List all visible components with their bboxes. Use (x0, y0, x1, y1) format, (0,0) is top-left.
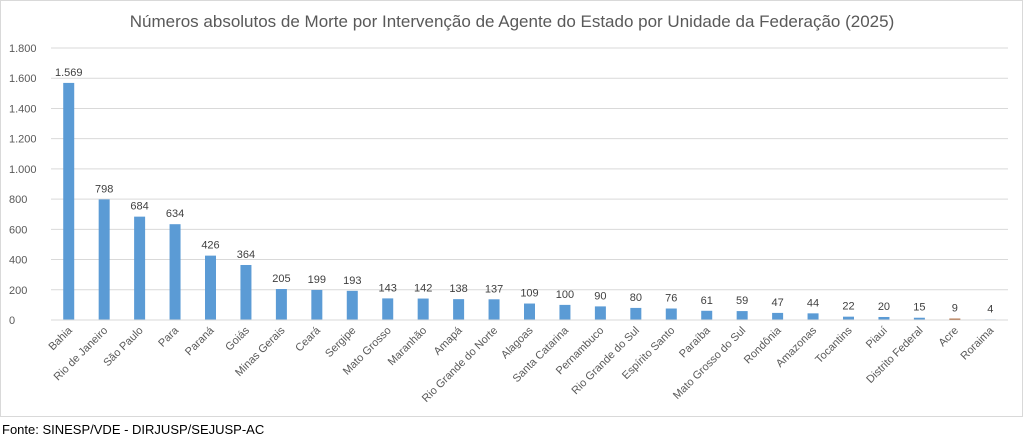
data-label: 143 (379, 282, 397, 294)
category-label: Para (156, 324, 182, 350)
bar (488, 299, 500, 320)
data-label: 59 (736, 295, 748, 307)
data-label: 205 (272, 273, 290, 285)
data-label: 61 (701, 295, 713, 307)
data-labels: 1.569 798 684 634 426 364 205 199 193 143 142 138 13… (55, 67, 993, 315)
category-label: Bahia (46, 324, 75, 353)
bar (205, 255, 216, 320)
category-label: Roraima (959, 324, 998, 363)
bar (843, 316, 854, 320)
data-label: 199 (308, 274, 326, 286)
chart-title: Números absolutos de Morte por Intervenç… (130, 12, 895, 31)
data-label: 76 (665, 293, 677, 305)
category-label: Ceará (293, 324, 323, 354)
bar (559, 304, 571, 320)
data-label: 109 (520, 288, 538, 300)
data-label: 193 (343, 275, 361, 287)
data-label: 22 (842, 301, 854, 313)
y-tick-label: 0 (9, 315, 15, 327)
bar (311, 289, 323, 320)
bar (630, 307, 642, 320)
data-label: 1.569 (55, 67, 83, 79)
bar (98, 199, 110, 320)
y-tick-label: 600 (9, 224, 27, 236)
y-tick-label: 1.200 (9, 134, 37, 146)
y-tick-label: 1.600 (9, 73, 37, 85)
y-tick-label: 800 (9, 194, 27, 206)
bar (169, 224, 181, 320)
y-tick-label: 200 (9, 285, 27, 297)
category-label: Sergipe (323, 325, 358, 360)
data-label: 364 (237, 249, 255, 261)
bar (240, 264, 252, 320)
data-label: 4 (987, 303, 993, 315)
bar (453, 299, 465, 320)
data-label: 9 (952, 303, 958, 315)
data-label: 138 (449, 283, 467, 295)
bar (878, 316, 890, 320)
y-tick-label: 1.800 (9, 43, 37, 55)
data-label: 20 (878, 301, 890, 313)
y-tick-label: 1.400 (9, 103, 37, 115)
bar (736, 311, 748, 320)
data-label: 137 (485, 283, 503, 295)
data-label: 80 (630, 292, 642, 304)
category-label: Paraná (183, 324, 217, 358)
source-note: Fonte: SINESP/VDE - DIRJUSP/SEJUSP-AC (2, 422, 265, 437)
bar (665, 308, 677, 320)
category-label: Acre (936, 325, 960, 349)
category-label: Maranhão (386, 325, 430, 369)
bar (949, 318, 961, 320)
bar (913, 317, 925, 320)
bar (701, 310, 713, 320)
y-tick-label: 1.000 (9, 164, 37, 176)
bar (275, 289, 287, 320)
bar (134, 216, 146, 320)
category-label: Goiás (223, 324, 252, 353)
chart-frame: Números absolutos de Morte por Intervenç… (0, 0, 1023, 417)
y-tick-label: 400 (9, 255, 27, 267)
data-label: 44 (807, 297, 819, 309)
bar (807, 313, 819, 320)
bar-chart: Números absolutos de Morte por Intervenç… (9, 12, 1008, 405)
bars (63, 82, 996, 320)
data-label: 100 (556, 289, 574, 301)
category-label: Piauí (864, 325, 890, 351)
data-label: 47 (771, 297, 783, 309)
data-label: 15 (913, 302, 925, 314)
category-label: Paraíba (677, 324, 713, 360)
data-label: 634 (166, 208, 184, 220)
category-label: Tocantins (813, 324, 855, 366)
bar (594, 306, 606, 320)
data-label: 684 (130, 201, 148, 213)
data-label: 90 (594, 290, 606, 302)
data-label: 142 (414, 283, 432, 295)
bar (346, 290, 358, 320)
bar (524, 303, 535, 320)
category-label: Rio Grande do Sul (569, 325, 641, 397)
bar (63, 82, 75, 320)
bar (417, 298, 429, 320)
data-label: 426 (201, 240, 219, 252)
bar (772, 312, 784, 320)
y-axis-tick-labels: 0 200 400 600 800 1.000 1.200 1.400 1.600 1.800 (9, 43, 37, 327)
category-label: Amapá (432, 324, 466, 358)
bar (382, 298, 394, 320)
gridlines (51, 47, 1008, 291)
data-label: 798 (95, 183, 113, 195)
